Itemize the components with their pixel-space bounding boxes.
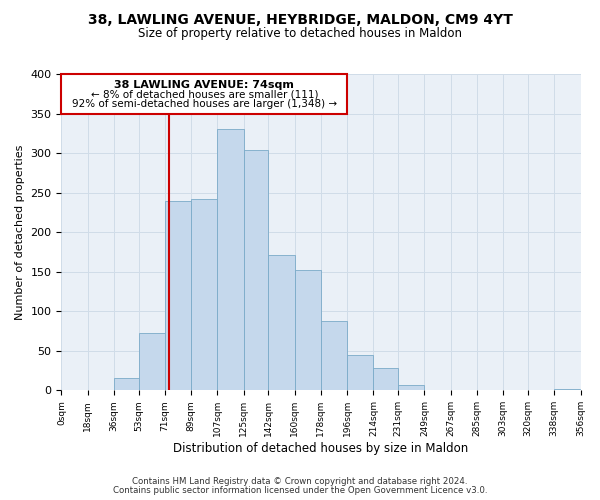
Text: 38, LAWLING AVENUE, HEYBRIDGE, MALDON, CM9 4YT: 38, LAWLING AVENUE, HEYBRIDGE, MALDON, C…: [88, 12, 512, 26]
X-axis label: Distribution of detached houses by size in Maldon: Distribution of detached houses by size …: [173, 442, 469, 455]
Bar: [165, 202, 191, 390]
Bar: [217, 128, 244, 390]
Bar: [321, 321, 347, 390]
Text: 92% of semi-detached houses are larger (1,348) →: 92% of semi-detached houses are larger (…: [72, 100, 337, 110]
FancyBboxPatch shape: [61, 74, 347, 114]
Bar: [347, 355, 373, 390]
Bar: [554, 389, 580, 390]
Bar: [268, 255, 295, 390]
Bar: [398, 385, 424, 390]
Text: Size of property relative to detached houses in Maldon: Size of property relative to detached ho…: [138, 28, 462, 40]
Text: Contains HM Land Registry data © Crown copyright and database right 2024.: Contains HM Land Registry data © Crown c…: [132, 477, 468, 486]
Bar: [139, 332, 165, 390]
Text: 38 LAWLING AVENUE: 74sqm: 38 LAWLING AVENUE: 74sqm: [115, 80, 294, 90]
Text: Contains public sector information licensed under the Open Government Licence v3: Contains public sector information licen…: [113, 486, 487, 495]
Bar: [295, 270, 321, 390]
Bar: [114, 378, 139, 390]
Y-axis label: Number of detached properties: Number of detached properties: [15, 144, 25, 320]
Bar: [191, 199, 217, 390]
Bar: [244, 150, 268, 390]
Text: ← 8% of detached houses are smaller (111): ← 8% of detached houses are smaller (111…: [91, 90, 318, 100]
Bar: [373, 368, 398, 390]
